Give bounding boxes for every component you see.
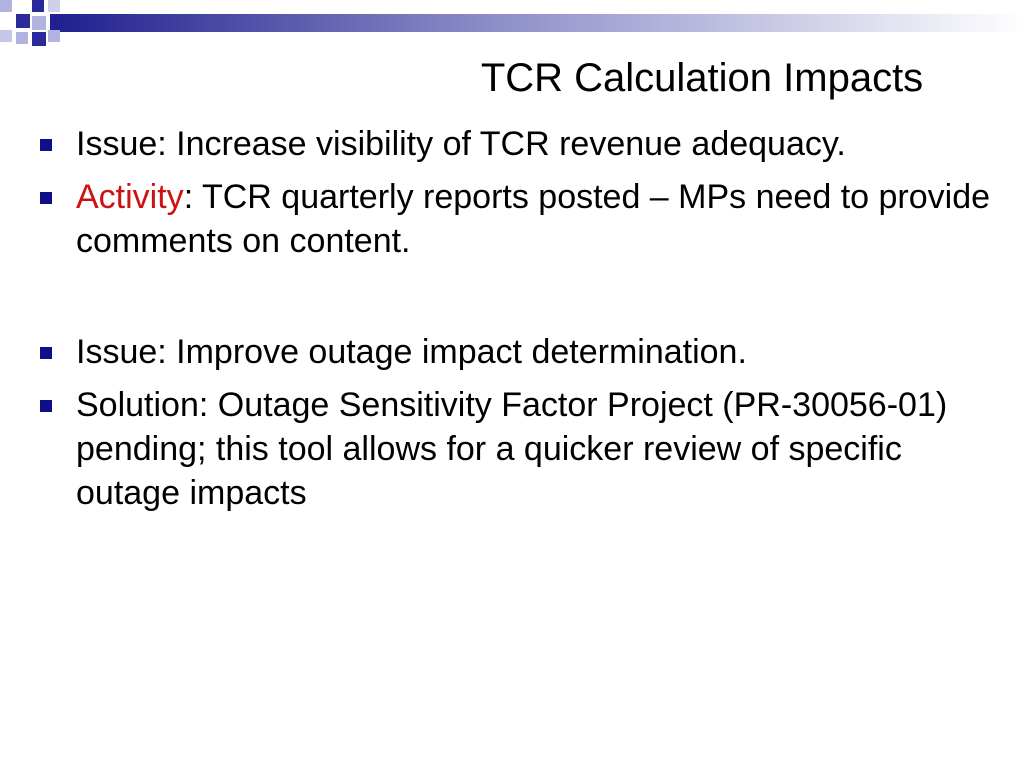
deco-square — [32, 16, 46, 30]
bullet-item: Issue: Increase visibility of TCR revenu… — [40, 122, 1000, 166]
deco-square — [48, 0, 60, 12]
bullet-lead-word: Activity — [76, 178, 184, 216]
slide-title: TCR Calculation Impacts — [480, 56, 924, 100]
bullet-text: Issue: Improve outage impact determinati… — [76, 333, 747, 371]
header-decoration — [0, 0, 1024, 46]
bullet-item: Activity: TCR quarterly reports posted –… — [40, 175, 1000, 263]
deco-square — [0, 0, 12, 12]
bullet-square-icon — [40, 139, 52, 151]
bullet-list: Issue: Increase visibility of TCR revenu… — [40, 122, 1000, 524]
deco-square — [32, 0, 44, 12]
bullet-text: Solution: Outage Sensitivity Factor Proj… — [76, 386, 948, 512]
bullet-square-icon — [40, 347, 52, 359]
deco-square — [32, 32, 46, 46]
bullet-square-icon — [40, 400, 52, 412]
deco-square — [48, 30, 60, 42]
bullet-item: Issue: Improve outage impact determinati… — [40, 330, 1000, 374]
bullet-item: Solution: Outage Sensitivity Factor Proj… — [40, 383, 1000, 515]
deco-square — [0, 30, 12, 42]
header-gradient-bar — [50, 14, 1024, 32]
bullet-text: : TCR quarterly reports posted – MPs nee… — [76, 178, 991, 260]
deco-square — [16, 14, 30, 28]
bullet-square-icon — [40, 192, 52, 204]
bullet-text: Issue: Increase visibility of TCR revenu… — [76, 125, 846, 163]
deco-square — [16, 32, 28, 44]
